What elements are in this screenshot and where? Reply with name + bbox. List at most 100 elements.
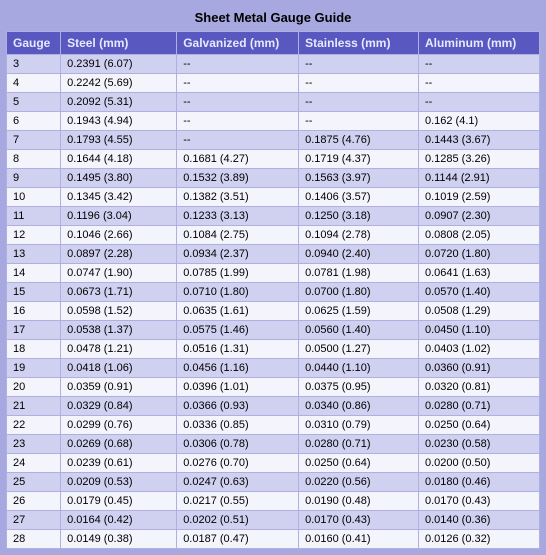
table-cell: 0.1406 (3.57) [299,188,419,207]
table-cell: 0.0396 (1.01) [177,378,299,397]
table-cell: 0.0239 (0.61) [61,454,177,473]
table-cell: 0.0230 (0.58) [418,435,539,454]
table-cell: 19 [7,359,61,378]
table-cell: 0.0478 (1.21) [61,340,177,359]
table-cell: -- [299,55,419,74]
table-cell: 0.162 (4.1) [418,112,539,131]
table-cell: 0.2092 (5.31) [61,93,177,112]
table-cell: 0.0247 (0.63) [177,473,299,492]
table-row: 210.0329 (0.84)0.0366 (0.93)0.0340 (0.86… [7,397,540,416]
table-cell: 0.0299 (0.76) [61,416,177,435]
table-cell: 9 [7,169,61,188]
table-cell: -- [177,131,299,150]
table-row: 260.0179 (0.45)0.0217 (0.55)0.0190 (0.48… [7,492,540,511]
table-cell: 0.0575 (1.46) [177,321,299,340]
table-cell: -- [418,93,539,112]
table-row: 110.1196 (3.04)0.1233 (3.13)0.1250 (3.18… [7,207,540,226]
table-row: 170.0538 (1.37)0.0575 (1.46)0.0560 (1.40… [7,321,540,340]
table-cell: 0.0310 (0.79) [299,416,419,435]
table-cell: 0.1563 (3.97) [299,169,419,188]
table-cell: 0.0149 (0.38) [61,530,177,549]
table-cell: 0.0635 (1.61) [177,302,299,321]
table-row: 240.0239 (0.61)0.0276 (0.70)0.0250 (0.64… [7,454,540,473]
table-cell: 0.0710 (1.80) [177,283,299,302]
table-cell: 7 [7,131,61,150]
table-cell: 12 [7,226,61,245]
table-cell: 0.0179 (0.45) [61,492,177,511]
table-cell: 15 [7,283,61,302]
table-cell: 0.0516 (1.31) [177,340,299,359]
col-header-aluminum: Aluminum (mm) [418,32,539,55]
table-cell: 0.0329 (0.84) [61,397,177,416]
table-header-row: Gauge Steel (mm) Galvanized (mm) Stainle… [7,32,540,55]
table-cell: 0.0403 (1.02) [418,340,539,359]
table-cell: 0.0360 (0.91) [418,359,539,378]
table-cell: 0.0560 (1.40) [299,321,419,340]
table-row: 80.1644 (4.18)0.1681 (4.27)0.1719 (4.37)… [7,150,540,169]
table-cell: 0.0570 (1.40) [418,283,539,302]
table-cell: 24 [7,454,61,473]
table-cell: 0.0180 (0.46) [418,473,539,492]
table-cell: 0.0641 (1.63) [418,264,539,283]
table-row: 140.0747 (1.90)0.0785 (1.99)0.0781 (1.98… [7,264,540,283]
table-cell: 0.1233 (3.13) [177,207,299,226]
table-cell: 0.1144 (2.91) [418,169,539,188]
table-row: 220.0299 (0.76)0.0336 (0.85)0.0310 (0.79… [7,416,540,435]
table-cell: 0.1681 (4.27) [177,150,299,169]
table-cell: 0.0164 (0.42) [61,511,177,530]
table-cell: 0.0336 (0.85) [177,416,299,435]
table-cell: 0.0625 (1.59) [299,302,419,321]
table-cell: 0.0673 (1.71) [61,283,177,302]
table-cell: 4 [7,74,61,93]
table-cell: 22 [7,416,61,435]
table-cell: 8 [7,150,61,169]
table-cell: 6 [7,112,61,131]
table-cell: 21 [7,397,61,416]
table-row: 200.0359 (0.91)0.0396 (1.01)0.0375 (0.95… [7,378,540,397]
table-cell: 0.0934 (2.37) [177,245,299,264]
table-cell: 18 [7,340,61,359]
table-cell: 0.1094 (2.78) [299,226,419,245]
col-header-gauge: Gauge [7,32,61,55]
table-row: 250.0209 (0.53)0.0247 (0.63)0.0220 (0.56… [7,473,540,492]
table-cell: 0.1019 (2.59) [418,188,539,207]
table-cell: 0.0598 (1.52) [61,302,177,321]
table-row: 90.1495 (3.80)0.1532 (3.89)0.1563 (3.97)… [7,169,540,188]
table-cell: 11 [7,207,61,226]
table-cell: -- [177,74,299,93]
table-cell: 0.0340 (0.86) [299,397,419,416]
table-cell: 0.1532 (3.89) [177,169,299,188]
table-cell: 0.0785 (1.99) [177,264,299,283]
table-cell: 0.1495 (3.80) [61,169,177,188]
table-cell: 0.0450 (1.10) [418,321,539,340]
table-cell: 0.0366 (0.93) [177,397,299,416]
table-cell: -- [418,55,539,74]
table-row: 160.0598 (1.52)0.0635 (1.61)0.0625 (1.59… [7,302,540,321]
table-cell: 0.0280 (0.71) [299,435,419,454]
table-cell: 0.0418 (1.06) [61,359,177,378]
table-cell: 0.0747 (1.90) [61,264,177,283]
table-cell: 0.0190 (0.48) [299,492,419,511]
table-cell: 0.0781 (1.98) [299,264,419,283]
table-cell: 0.0375 (0.95) [299,378,419,397]
table-cell: -- [177,55,299,74]
table-cell: 0.0200 (0.50) [418,454,539,473]
table-cell: 0.1250 (3.18) [299,207,419,226]
table-cell: 0.1382 (3.51) [177,188,299,207]
table-row: 150.0673 (1.71)0.0710 (1.80)0.0700 (1.80… [7,283,540,302]
table-cell: 0.0306 (0.78) [177,435,299,454]
table-cell: 0.0250 (0.64) [299,454,419,473]
table-row: 120.1046 (2.66)0.1084 (2.75)0.1094 (2.78… [7,226,540,245]
table-cell: 17 [7,321,61,340]
col-header-stainless: Stainless (mm) [299,32,419,55]
table-cell: 0.0720 (1.80) [418,245,539,264]
table-row: 230.0269 (0.68)0.0306 (0.78)0.0280 (0.71… [7,435,540,454]
table-cell: 26 [7,492,61,511]
table-cell: 0.0700 (1.80) [299,283,419,302]
table-row: 280.0149 (0.38)0.0187 (0.47)0.0160 (0.41… [7,530,540,549]
table-cell: 0.0140 (0.36) [418,511,539,530]
table-cell: 0.0897 (2.28) [61,245,177,264]
page-title: Sheet Metal Gauge Guide [6,6,540,31]
table-cell: 0.0126 (0.32) [418,530,539,549]
table-cell: -- [177,93,299,112]
